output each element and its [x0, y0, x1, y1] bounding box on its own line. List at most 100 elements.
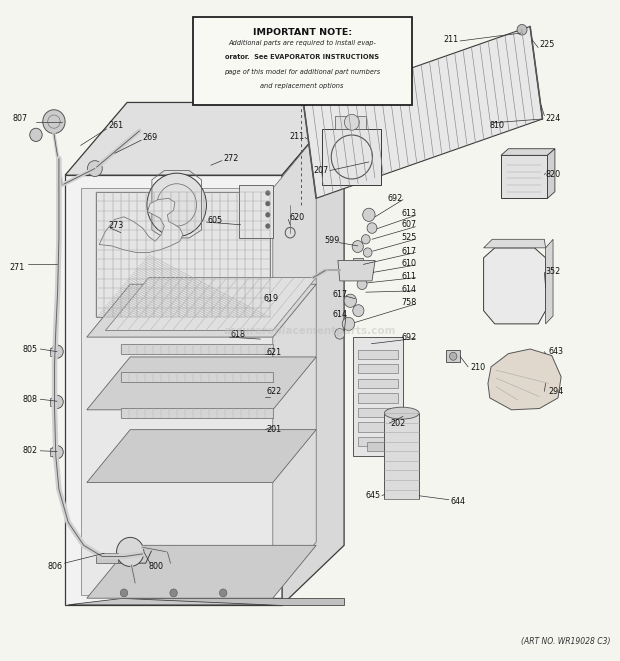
Circle shape	[360, 339, 371, 351]
Text: 758: 758	[401, 297, 417, 307]
Polygon shape	[358, 364, 398, 373]
Text: 617: 617	[402, 247, 417, 256]
Text: 802: 802	[22, 446, 37, 455]
Text: 621: 621	[267, 348, 281, 357]
Text: IMPORTANT NOTE:: IMPORTANT NOTE:	[253, 28, 352, 37]
Circle shape	[344, 294, 356, 307]
Circle shape	[120, 589, 128, 597]
Text: 643: 643	[549, 347, 564, 356]
Polygon shape	[304, 26, 542, 198]
Polygon shape	[96, 192, 270, 317]
Circle shape	[266, 191, 270, 195]
Polygon shape	[501, 155, 547, 198]
Text: 273: 273	[108, 221, 124, 230]
Circle shape	[367, 223, 377, 233]
Circle shape	[51, 345, 63, 358]
FancyBboxPatch shape	[193, 17, 412, 105]
Polygon shape	[87, 357, 316, 410]
Circle shape	[43, 110, 65, 134]
Text: 201: 201	[267, 425, 281, 434]
Circle shape	[266, 224, 270, 228]
Circle shape	[358, 263, 373, 279]
Text: 610: 610	[402, 258, 417, 268]
Polygon shape	[105, 278, 316, 330]
Polygon shape	[446, 350, 460, 362]
Circle shape	[147, 173, 206, 237]
Ellipse shape	[384, 407, 419, 419]
Text: 210: 210	[470, 363, 485, 372]
Polygon shape	[353, 258, 363, 268]
Text: 692: 692	[401, 332, 417, 342]
Text: 808: 808	[22, 395, 37, 404]
Circle shape	[357, 279, 367, 290]
Polygon shape	[358, 422, 398, 432]
Polygon shape	[121, 372, 273, 382]
Polygon shape	[118, 542, 152, 563]
Text: 294: 294	[549, 387, 564, 396]
Text: 271: 271	[9, 262, 25, 272]
Polygon shape	[87, 545, 316, 598]
Text: 806: 806	[47, 562, 62, 571]
Text: 211: 211	[444, 35, 459, 44]
Text: 617: 617	[332, 290, 347, 299]
Text: assurereplacementparts.com: assurereplacementparts.com	[224, 325, 396, 336]
Circle shape	[345, 114, 360, 130]
Polygon shape	[338, 260, 375, 281]
Circle shape	[170, 589, 177, 597]
Circle shape	[87, 161, 102, 176]
Text: 820: 820	[546, 170, 560, 179]
Text: 619: 619	[264, 294, 278, 303]
Polygon shape	[87, 284, 316, 337]
Polygon shape	[353, 337, 403, 456]
Text: 272: 272	[223, 154, 239, 163]
Polygon shape	[488, 349, 561, 410]
Circle shape	[51, 395, 63, 408]
Text: and replacement options: and replacement options	[260, 83, 344, 89]
Text: 607: 607	[402, 220, 417, 229]
Circle shape	[51, 446, 63, 459]
Polygon shape	[501, 149, 555, 155]
Polygon shape	[358, 408, 398, 417]
Text: 352: 352	[546, 266, 561, 276]
Polygon shape	[96, 553, 118, 563]
Text: 613: 613	[402, 209, 417, 218]
Text: 644: 644	[450, 496, 465, 506]
Text: 599: 599	[324, 236, 340, 245]
Circle shape	[361, 235, 370, 244]
Text: 202: 202	[391, 418, 406, 428]
Text: 611: 611	[402, 272, 417, 281]
Polygon shape	[68, 598, 282, 605]
Text: Additional parts are required to install evap-: Additional parts are required to install…	[228, 40, 376, 46]
Polygon shape	[121, 344, 273, 354]
Text: 269: 269	[143, 133, 158, 142]
Polygon shape	[358, 379, 398, 388]
Circle shape	[517, 24, 527, 35]
Text: 810: 810	[490, 121, 505, 130]
Circle shape	[266, 202, 270, 206]
Polygon shape	[484, 248, 546, 324]
Circle shape	[363, 208, 375, 221]
Polygon shape	[121, 408, 273, 418]
Polygon shape	[358, 350, 398, 359]
Text: 525: 525	[401, 233, 417, 242]
Polygon shape	[239, 185, 273, 238]
Text: page of this model for additional part numbers: page of this model for additional part n…	[224, 69, 381, 75]
Polygon shape	[81, 188, 273, 595]
Polygon shape	[124, 598, 344, 605]
Polygon shape	[335, 116, 366, 129]
Polygon shape	[99, 198, 183, 253]
Polygon shape	[50, 448, 53, 456]
Polygon shape	[65, 102, 344, 175]
Text: 645: 645	[366, 491, 381, 500]
Text: 261: 261	[108, 121, 123, 130]
Polygon shape	[358, 437, 398, 446]
Text: (ART NO. WR19028 C3): (ART NO. WR19028 C3)	[521, 637, 611, 646]
Circle shape	[219, 589, 227, 597]
Text: 225: 225	[539, 40, 555, 50]
Polygon shape	[50, 348, 53, 356]
Text: 622: 622	[267, 387, 282, 396]
Polygon shape	[358, 393, 398, 403]
Polygon shape	[282, 102, 344, 605]
Text: 211: 211	[290, 132, 304, 141]
Circle shape	[363, 248, 372, 257]
